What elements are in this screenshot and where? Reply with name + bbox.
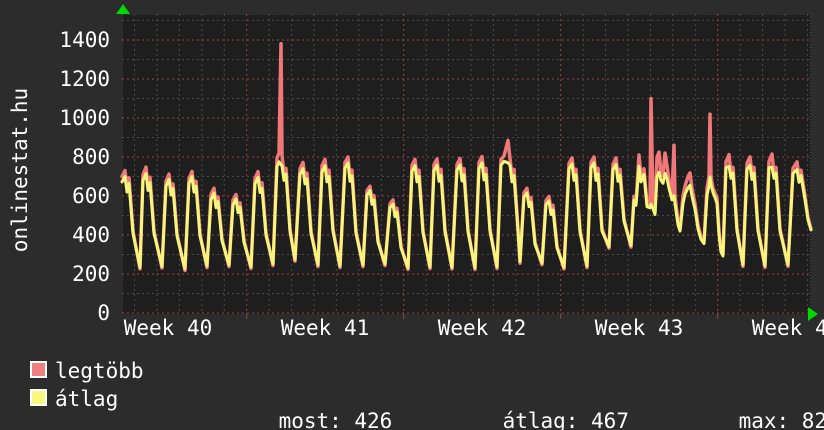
stat-atlag-label: átlag: <box>502 409 579 430</box>
y-tick-label: 600 <box>72 183 110 208</box>
series-atlag <box>120 159 813 271</box>
stat-atlag-value: 467 <box>591 409 629 430</box>
stat-max-value: 828 <box>801 409 824 430</box>
x-tick-label: Week 44 <box>751 316 824 340</box>
x-tick-label: Week 40 <box>123 316 213 340</box>
y-tick-label: 800 <box>72 144 110 169</box>
x-axis-arrow-icon <box>808 307 818 321</box>
stat-most: most: 426 <box>228 388 393 430</box>
y-tick-label: 1200 <box>59 66 110 91</box>
stat-max-label: max: <box>738 409 790 430</box>
x-tick-label: Week 43 <box>594 316 684 340</box>
chart-plot-area <box>120 14 813 319</box>
stat-most-value: 426 <box>354 409 393 430</box>
y-tick-label: 0 <box>97 301 110 325</box>
legend-swatch-atlag <box>30 389 47 406</box>
y-tick-label: 200 <box>72 261 110 286</box>
y-tick-label: 1400 <box>59 27 110 52</box>
legend-label-atlag: átlag <box>55 387 119 411</box>
x-tick-label: Week 42 <box>437 316 527 340</box>
stat-max: max: 828 <box>688 388 824 430</box>
y-axis-arrow-icon <box>116 4 130 14</box>
stat-atlag: átlag: 467 <box>452 388 629 430</box>
x-tick-label: Week 41 <box>280 316 370 340</box>
legend-swatch-legtobb <box>30 361 47 378</box>
legend-label-legtobb: legtöbb <box>55 359 144 383</box>
chart-svg <box>120 14 813 319</box>
y-tick-label: 1000 <box>59 105 110 130</box>
y-tick-label: 400 <box>72 222 110 247</box>
series-legtobb <box>120 42 813 273</box>
stat-most-label: most: <box>278 409 342 430</box>
